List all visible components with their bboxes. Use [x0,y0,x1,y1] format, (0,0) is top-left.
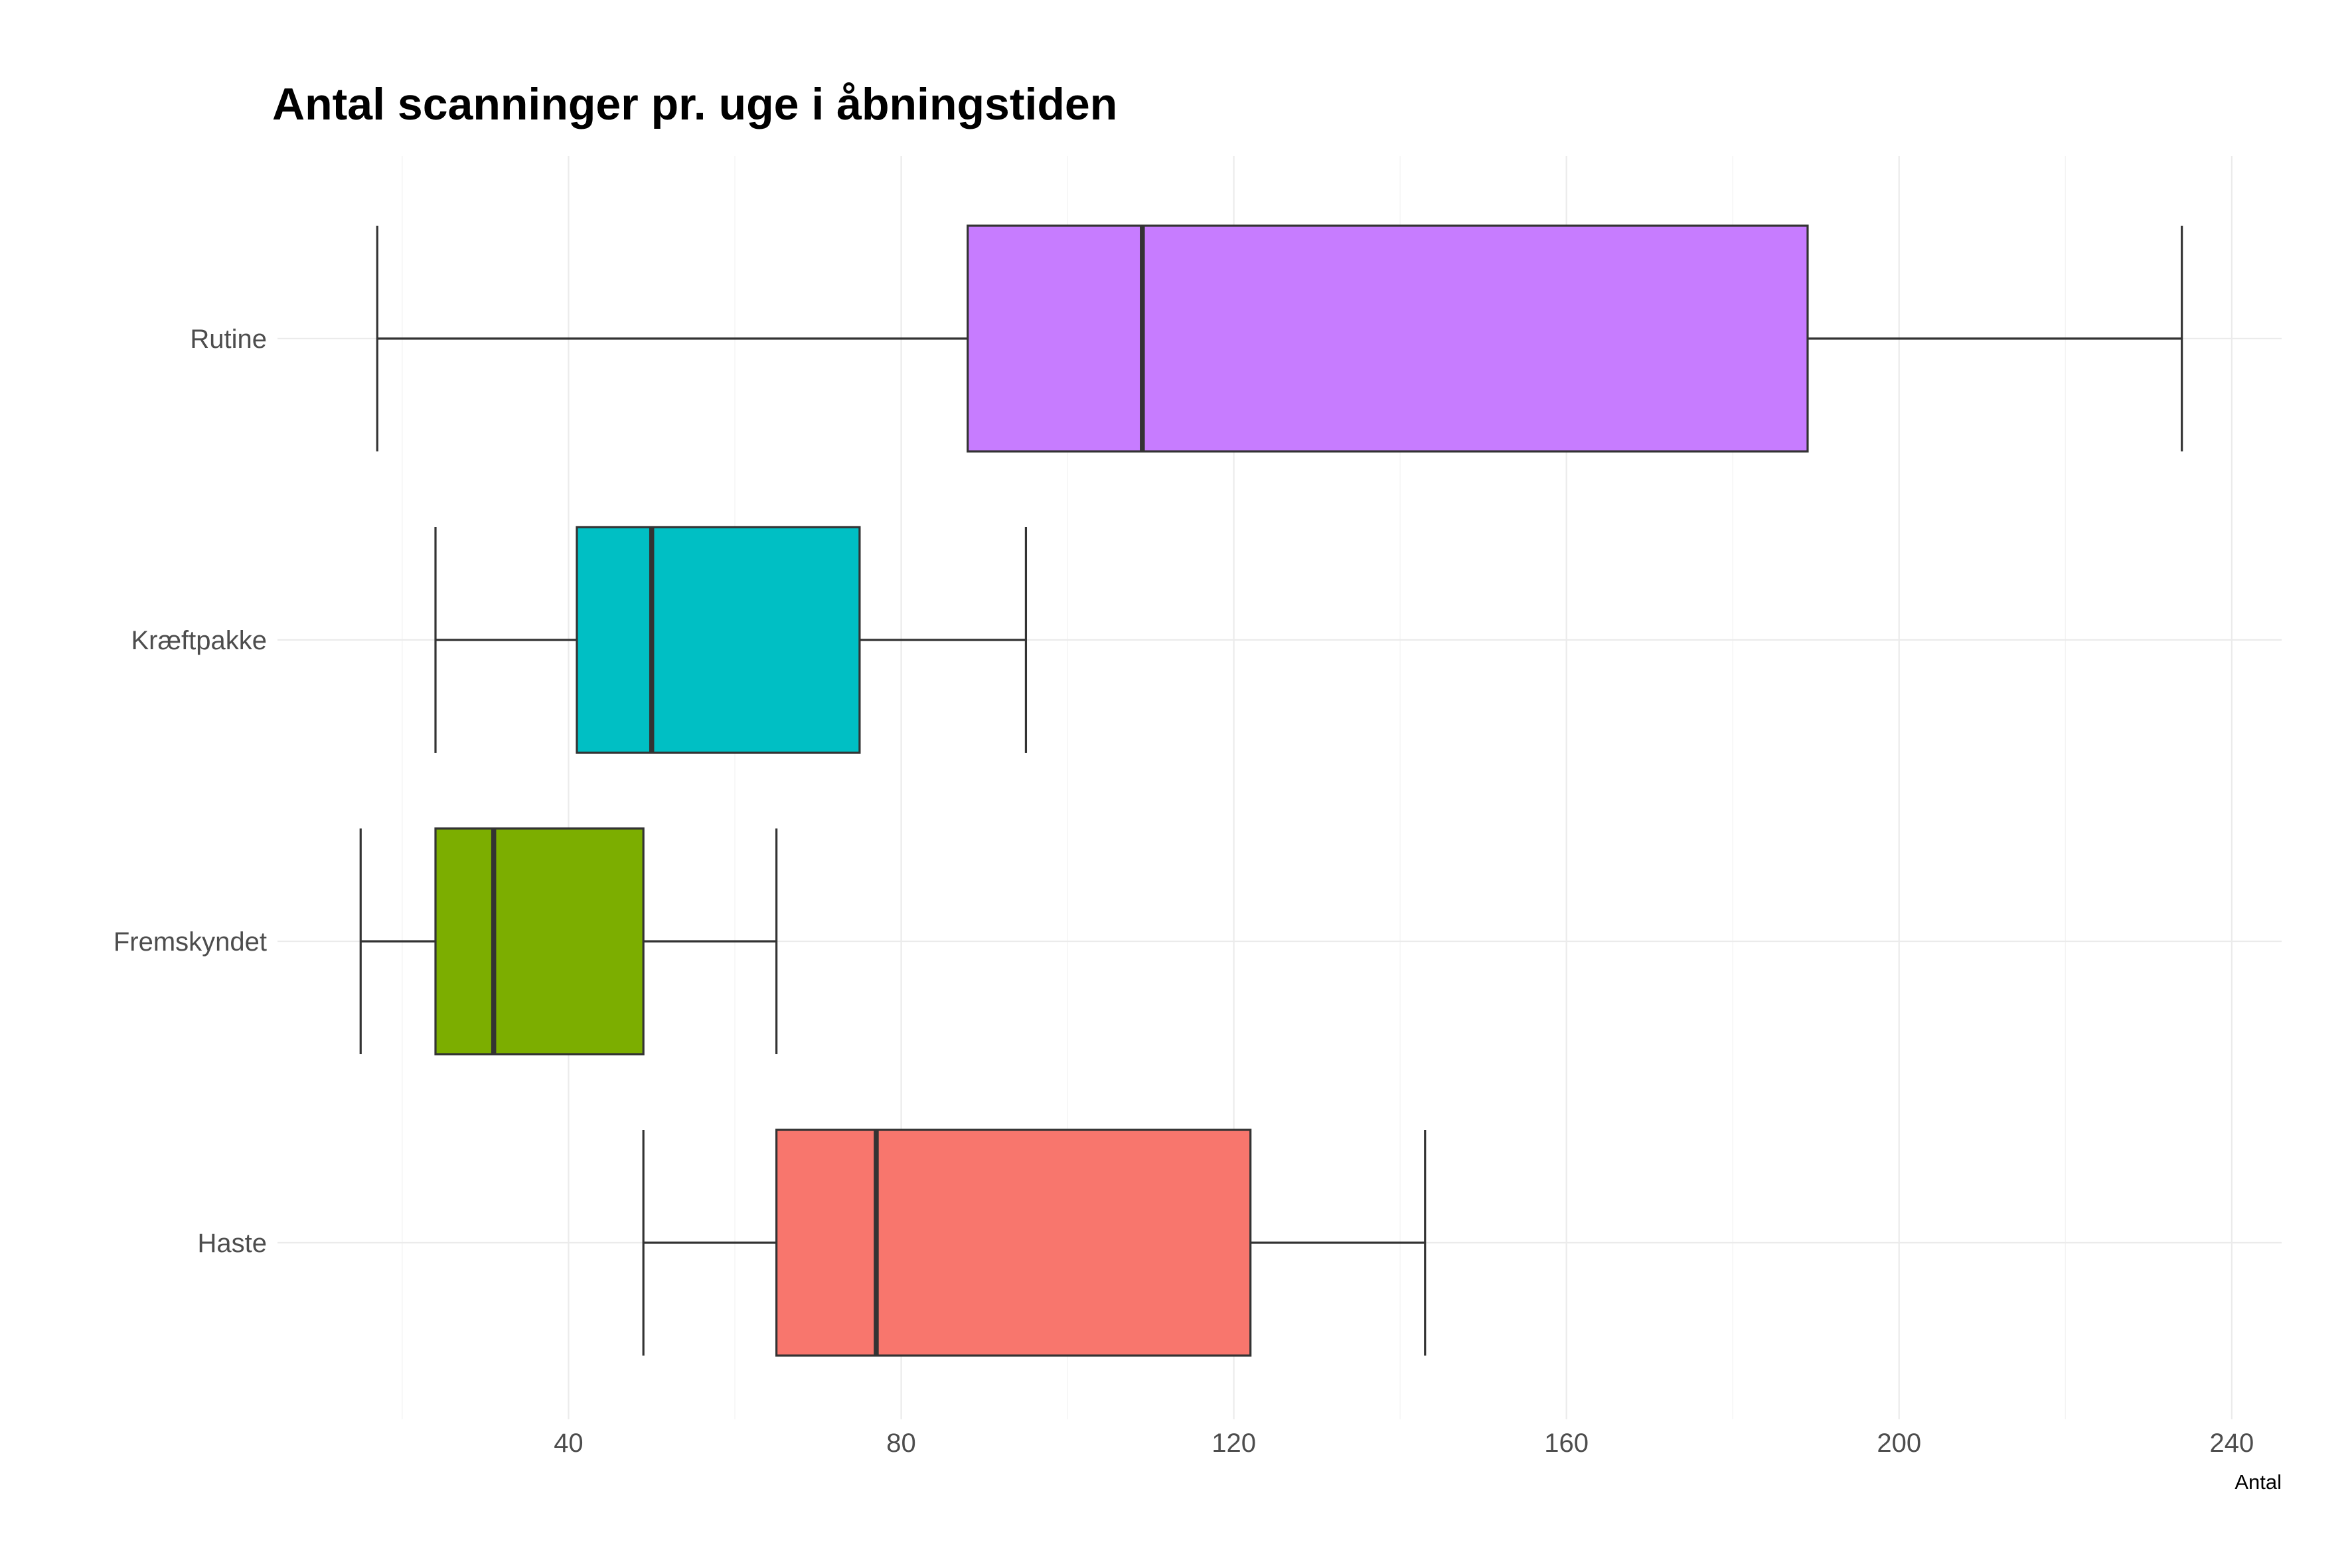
boxes [359,224,2183,1357]
x-tick-label: 40 [554,1429,584,1458]
box-group-kraeftpakke [434,526,1028,754]
box-iqr [775,1129,1252,1357]
x-axis-title: Antal [2234,1470,2282,1494]
category-label-rutine: Rutine [190,325,267,354]
category-label-kraeftpakke: Kræftpakke [131,626,267,655]
x-tick-label: 120 [1212,1429,1256,1458]
box-iqr [434,827,645,1056]
box-iqr [576,526,861,754]
category-label-fremskyndet: Fremskyndet [114,927,267,957]
x-tick-label: 160 [1544,1429,1589,1458]
box-group-fremskyndet [359,827,778,1056]
x-axis-tick-labels: 40 80 120 160 200 240 [554,1429,2254,1458]
box-group-rutine [376,224,2183,453]
box-iqr [967,224,1809,453]
category-label-haste: Haste [198,1229,268,1258]
chart-title: Antal scanninger pr. uge i åbningstiden [272,79,1117,129]
x-tick-label: 200 [1877,1429,1921,1458]
category-labels: Rutine Kræftpakke Fremskyndet Haste [114,325,267,1258]
box-group-haste [642,1129,1427,1357]
x-tick-label: 80 [886,1429,916,1458]
x-tick-label: 240 [2209,1429,2254,1458]
